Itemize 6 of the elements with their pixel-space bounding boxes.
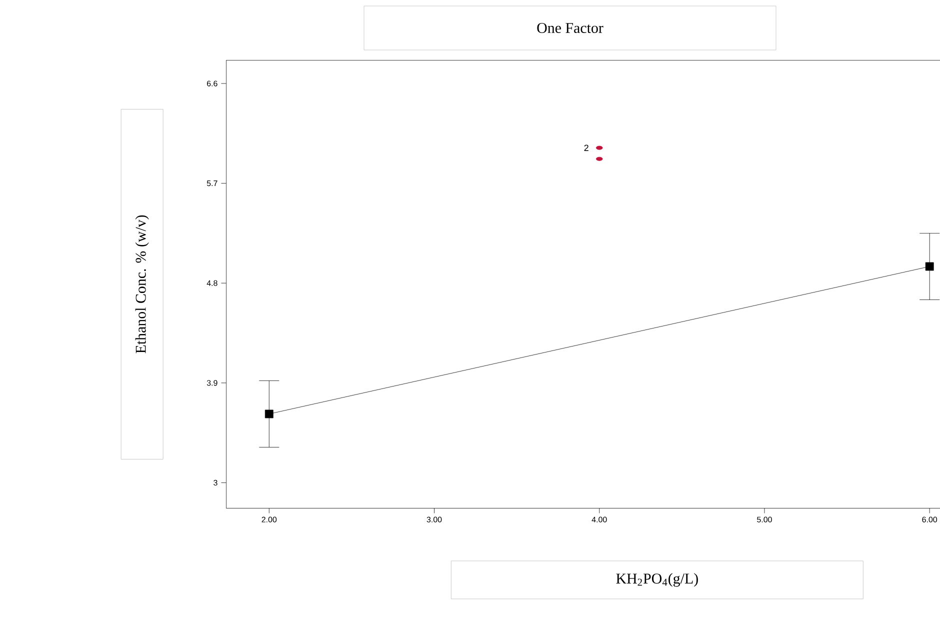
y-axis-title: Ethanol Conc. % (w/v) bbox=[135, 215, 149, 354]
chart-title: One Factor bbox=[537, 22, 604, 34]
annotation: 2 bbox=[584, 144, 588, 151]
point bbox=[264, 410, 274, 418]
point bbox=[925, 262, 934, 271]
x-axis-title: KH$_{2}$PO$_{4}$(g/L) bbox=[616, 573, 698, 587]
